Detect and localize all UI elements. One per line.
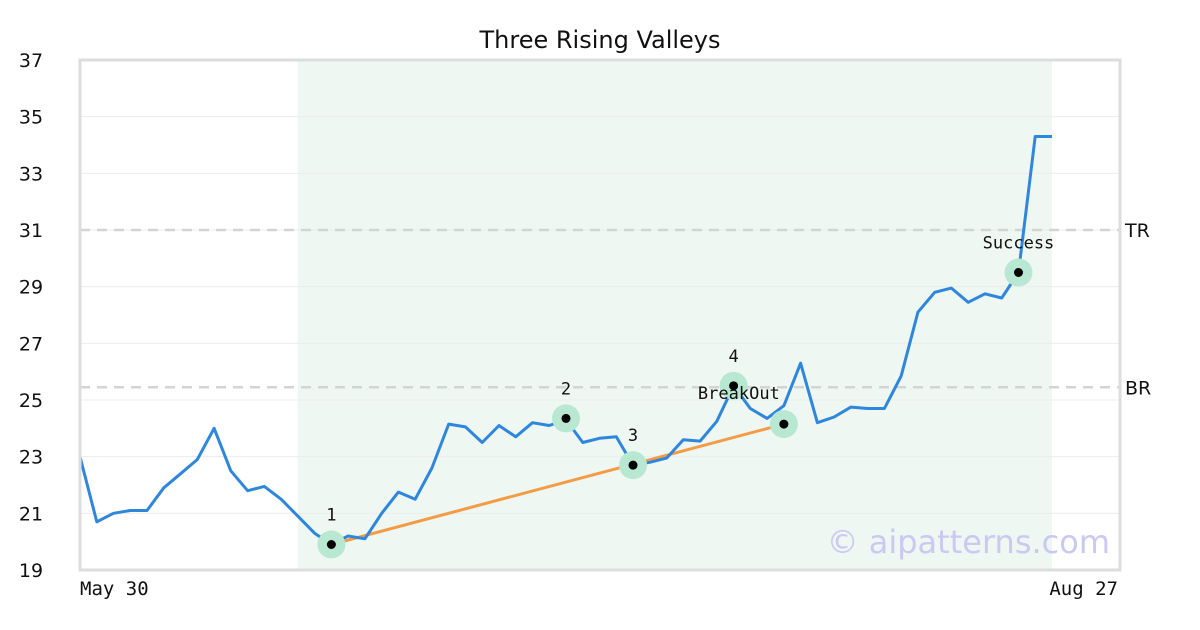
y-tick-label: 23 [19,447,43,469]
level-label: TR [1124,220,1150,242]
point-dot [729,381,739,391]
point-label: 3 [628,426,638,446]
y-tick-label: 29 [19,277,43,299]
point-label: BreakOut [698,384,780,404]
point-dot [561,413,571,423]
plot-frame [78,58,1122,572]
y-tick-label: 27 [19,333,43,355]
point-dot [779,419,789,429]
point-label: Success [983,234,1055,254]
trend-line [330,422,785,546]
y-tick-label: 21 [19,503,43,525]
chart-title: Three Rising Valleys [478,26,720,54]
x-tick-last: Aug 27 [1049,578,1118,600]
watermark: © aipatterns.com [827,523,1110,561]
y-tick-label: 35 [19,107,43,129]
point-dot [1013,268,1023,277]
y-tick-label: 25 [19,390,43,412]
pattern-points: 1 2 3 4 BreakOut Success [317,234,1054,559]
y-tick-label: 19 [19,560,43,582]
point-dot [326,540,336,549]
y-tick-label: 33 [19,163,43,185]
y-tick-label: 31 [19,220,43,242]
point-label: 2 [561,379,571,399]
pattern-zone [297,60,1052,570]
level-lines: TR BR [80,220,1151,399]
point-label: 4 [728,347,738,367]
level-label: BR [1125,377,1151,399]
y-tick-label: 37 [19,50,43,72]
x-tick-first: May 30 [80,578,149,600]
point-dot [628,460,638,470]
point-label: 1 [326,506,336,526]
y-axis-ticks: 19 21 23 25 27 29 31 33 35 37 [19,50,43,582]
